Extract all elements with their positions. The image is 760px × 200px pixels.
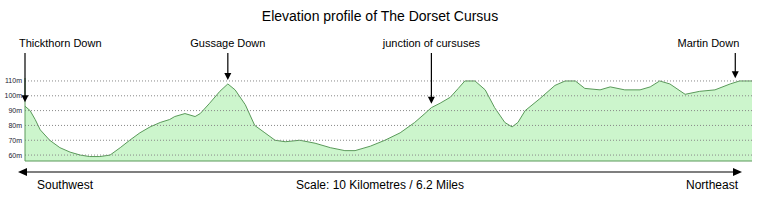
y-tick-label: 60m [8, 152, 22, 159]
direction-label: Southwest [37, 178, 94, 192]
y-tick-label: 110m [5, 77, 22, 84]
y-tick-label: 70m [8, 137, 22, 144]
annotation-arrowhead [428, 97, 435, 104]
annotation-arrowhead [732, 71, 739, 78]
grid-line [25, 95, 752, 96]
grid-line [25, 155, 752, 156]
annotation-arrow [735, 53, 736, 73]
annotation-arrowhead [22, 95, 29, 102]
annotation-label: Thickthorn Down [19, 37, 102, 49]
x-axis-label: Scale: 10 Kilometres / 6.2 Miles [296, 178, 464, 192]
grid-line [25, 80, 752, 81]
annotation-label: Gussage Down [190, 37, 265, 49]
y-tick-label: 90m [8, 107, 22, 114]
plot-area [25, 81, 752, 161]
direction-arrow [24, 171, 736, 172]
profile-line [25, 81, 752, 157]
annotation-label: junction of cursuses [382, 37, 481, 49]
annotation-label: Martin Down [678, 37, 740, 49]
annotation-arrow [24, 53, 25, 97]
area-fill [25, 81, 752, 161]
grid-line [25, 140, 752, 141]
title: Elevation profile of The Dorset Cursus [262, 8, 498, 24]
annotation-arrowhead [224, 73, 231, 80]
annotation-arrow [431, 53, 432, 99]
direction-arrowhead [733, 168, 742, 176]
y-tick-label: 80m [8, 122, 22, 129]
grid-line [25, 125, 752, 126]
annotation-arrow [227, 53, 228, 75]
direction-arrowhead [18, 168, 27, 176]
direction-label: Northeast [686, 178, 739, 192]
grid-line [25, 110, 752, 111]
chart: Elevation profile of The Dorset Cursus 60… [0, 0, 760, 200]
y-tick-label: 100m [4, 92, 22, 99]
x-axis-line [25, 161, 752, 162]
